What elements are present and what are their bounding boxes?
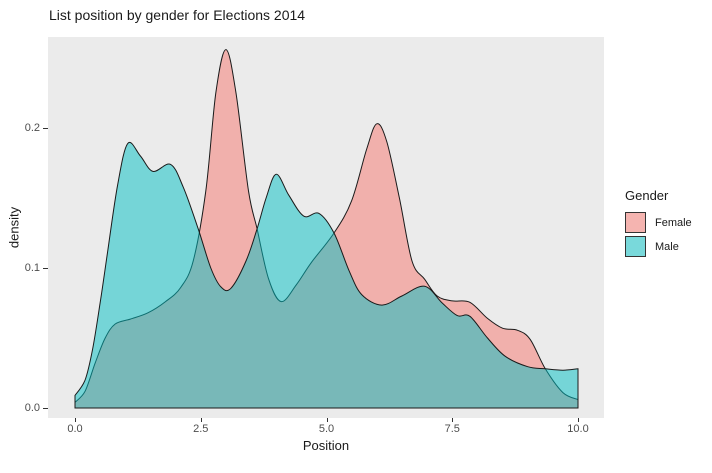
- legend-entry-female: Female: [625, 212, 692, 233]
- y-tick-mark: [43, 268, 48, 269]
- x-tick-mark: [326, 418, 328, 422]
- x-tick-label: 7.5: [444, 423, 460, 435]
- chart-title: List position by gender for Elections 20…: [49, 7, 306, 23]
- x-tick-mark: [578, 418, 579, 422]
- density-area-male: [74, 141, 579, 409]
- x-tick-mark: [200, 418, 202, 422]
- y-tick-mark: [43, 128, 48, 129]
- x-axis-title: Position: [302, 438, 350, 453]
- y-tick-mark: [43, 408, 48, 409]
- y-tick-label: 0.1: [24, 262, 40, 274]
- y-tick-label: 0.0: [24, 402, 40, 414]
- density-curves-svg: [74, 49, 579, 409]
- x-tick-label: 10.0: [567, 423, 589, 435]
- legend: Gender Female Male: [625, 188, 692, 260]
- legend-swatch-female: [625, 212, 646, 233]
- plot-panel: [48, 37, 604, 418]
- x-tick-label: 2.5: [193, 423, 209, 435]
- y-axis-title: density: [6, 206, 22, 249]
- x-tick-label: 5.0: [318, 423, 335, 435]
- legend-swatch-male: [625, 236, 646, 257]
- legend-label-female: Female: [655, 216, 692, 229]
- x-tick-mark: [75, 418, 76, 422]
- legend-entry-male: Male: [625, 236, 692, 257]
- legend-label-male: Male: [655, 240, 679, 253]
- y-tick-label: 0.2: [24, 122, 40, 134]
- legend-title: Gender: [625, 188, 669, 203]
- x-tick-mark: [452, 418, 454, 422]
- x-tick-label: 0.0: [67, 423, 83, 435]
